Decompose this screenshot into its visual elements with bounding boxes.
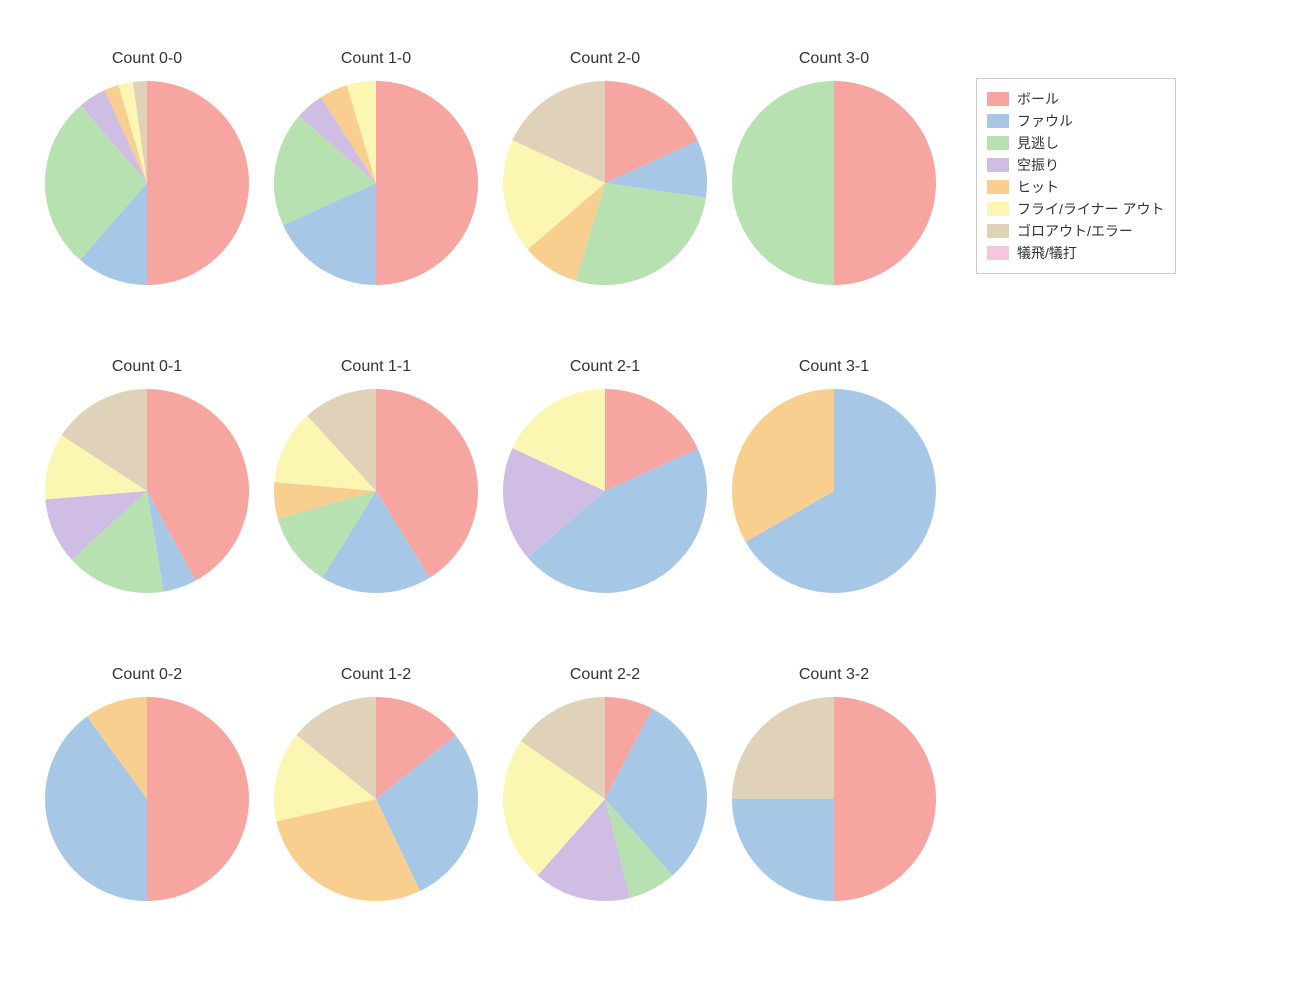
pie-chart (45, 389, 249, 593)
chart-title: Count 3-1 (799, 358, 869, 376)
legend-item: ファウル (987, 111, 1165, 131)
chart-title: Count 1-2 (341, 666, 411, 684)
pie-slice (147, 81, 249, 285)
legend-swatch (987, 246, 1009, 260)
pie-chart (503, 697, 707, 901)
chart-title: Count 1-1 (341, 358, 411, 376)
legend-swatch (987, 224, 1009, 238)
legend-item: ボール (987, 89, 1165, 109)
pie-chart (732, 389, 936, 593)
pie-chart (274, 81, 478, 285)
pie-slice (834, 697, 936, 901)
legend-item: ゴロアウト/エラー (987, 221, 1165, 241)
legend-swatch (987, 180, 1009, 194)
figure: ボールファウル見逃し空振りヒットフライ/ライナー アウトゴロアウト/エラー犠飛/… (0, 0, 1300, 1000)
legend-label: 空振り (1017, 155, 1059, 175)
legend-label: ファウル (1017, 111, 1073, 131)
pie-slice (732, 697, 834, 799)
pie-slice (732, 799, 834, 901)
legend-label: フライ/ライナー アウト (1017, 199, 1165, 219)
legend-label: 犠飛/犠打 (1017, 243, 1077, 263)
legend-label: ゴロアウト/エラー (1017, 221, 1133, 241)
chart-title: Count 2-2 (570, 666, 640, 684)
legend-swatch (987, 202, 1009, 216)
legend: ボールファウル見逃し空振りヒットフライ/ライナー アウトゴロアウト/エラー犠飛/… (976, 78, 1176, 274)
legend-swatch (987, 136, 1009, 150)
pie-slice (376, 81, 478, 285)
legend-swatch (987, 92, 1009, 106)
legend-item: 見逃し (987, 133, 1165, 153)
pie-chart (274, 389, 478, 593)
legend-item: フライ/ライナー アウト (987, 199, 1165, 219)
legend-item: ヒット (987, 177, 1165, 197)
pie-slice (147, 697, 249, 901)
chart-title: Count 0-1 (112, 358, 182, 376)
chart-title: Count 0-2 (112, 666, 182, 684)
pie-chart (45, 81, 249, 285)
legend-label: ボール (1017, 89, 1059, 109)
chart-title: Count 1-0 (341, 50, 411, 68)
legend-label: ヒット (1017, 177, 1059, 197)
legend-label: 見逃し (1017, 133, 1059, 153)
chart-title: Count 3-2 (799, 666, 869, 684)
chart-title: Count 2-1 (570, 358, 640, 376)
pie-chart (732, 697, 936, 901)
pie-chart (503, 389, 707, 593)
legend-swatch (987, 158, 1009, 172)
chart-title: Count 0-0 (112, 50, 182, 68)
chart-title: Count 2-0 (570, 50, 640, 68)
legend-swatch (987, 114, 1009, 128)
legend-item: 空振り (987, 155, 1165, 175)
legend-item: 犠飛/犠打 (987, 243, 1165, 263)
pie-chart (732, 81, 936, 285)
pie-slice (732, 81, 834, 285)
chart-title: Count 3-0 (799, 50, 869, 68)
pie-slice (834, 81, 936, 285)
pie-chart (45, 697, 249, 901)
pie-chart (503, 81, 707, 285)
pie-chart (274, 697, 478, 901)
